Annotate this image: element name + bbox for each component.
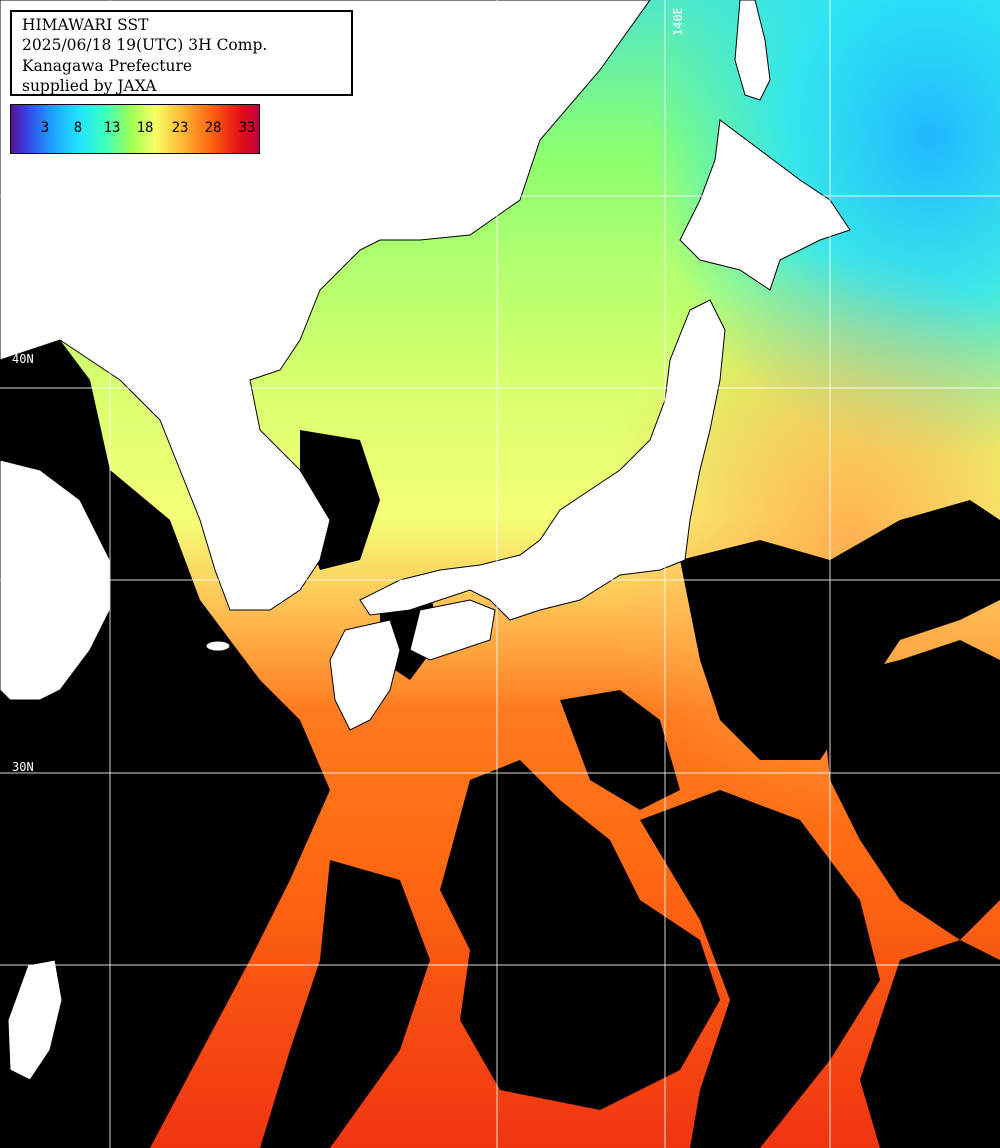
legend-tick: 28 — [204, 120, 222, 136]
legend-tick: 13 — [103, 120, 121, 136]
lon-label-140e: 140E — [671, 7, 685, 36]
title-line-2: 2025/06/18 19(UTC) 3H Comp. — [22, 36, 268, 55]
legend-tick: 33 — [238, 120, 256, 136]
legend-tick: 3 — [40, 120, 50, 136]
lat-label-30n: 30N — [12, 760, 34, 774]
legend-tick: 8 — [73, 120, 83, 136]
title-box: HIMAWARI SST 2025/06/18 19(UTC) 3H Comp.… — [10, 10, 353, 96]
title-line-4: supplied by JAXA — [22, 76, 157, 95]
lat-label-40n: 40N — [12, 352, 34, 366]
legend-tick: 23 — [171, 120, 189, 136]
title-line-1: HIMAWARI SST — [22, 16, 149, 34]
color-scale-legend: 3 8 13 18 23 28 33 — [10, 104, 260, 154]
legend-tick: 18 — [136, 120, 154, 136]
title-line-3: Kanagawa Prefecture — [22, 56, 193, 75]
cloud-cover — [0, 125, 1000, 1148]
